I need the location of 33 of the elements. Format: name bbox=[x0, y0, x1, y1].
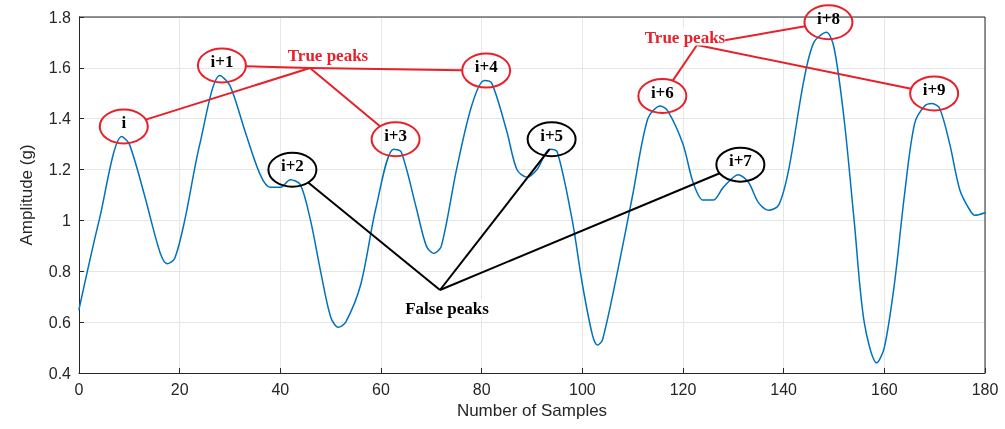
annotation: i+5 bbox=[540, 125, 564, 145]
x-tick-label: 80 bbox=[472, 380, 491, 398]
x-tick-label: 140 bbox=[770, 380, 798, 398]
annotation: i+8 bbox=[816, 8, 840, 28]
annotation: i+9 bbox=[922, 79, 946, 99]
annotation: i+1 bbox=[210, 51, 234, 71]
y-tick-label: 0.8 bbox=[48, 262, 72, 280]
annotation: i+3 bbox=[384, 125, 408, 145]
x-axis-title: Number of Samples bbox=[456, 400, 608, 420]
annotation: i+4 bbox=[474, 57, 499, 77]
x-tick-label: 20 bbox=[170, 380, 189, 398]
annotation: i bbox=[121, 113, 127, 133]
y-tick-label: 0.6 bbox=[48, 313, 72, 331]
annotation: True peaks bbox=[287, 45, 369, 65]
x-tick-label: 0 bbox=[74, 380, 84, 398]
y-tick-label: 1.2 bbox=[48, 161, 72, 179]
annotation: i+2 bbox=[280, 156, 304, 176]
x-tick-label: 160 bbox=[870, 380, 898, 398]
x-tick-label: 60 bbox=[372, 380, 390, 398]
x-tick-label: 180 bbox=[971, 380, 999, 398]
annotation: i+6 bbox=[650, 82, 674, 102]
y-axis-title: Amplitude (g) bbox=[17, 144, 36, 246]
y-tick-label: 1 bbox=[62, 211, 72, 229]
x-tick-label: 120 bbox=[669, 380, 697, 398]
annotation: False peaks bbox=[405, 298, 490, 318]
y-tick-label: 0.4 bbox=[48, 364, 72, 382]
y-tick-label: 1.8 bbox=[48, 8, 72, 26]
y-tick-label: 1.6 bbox=[48, 59, 72, 77]
x-tick-label: 100 bbox=[568, 380, 596, 398]
y-tick-label: 1.4 bbox=[48, 110, 72, 128]
annotation: True peaks bbox=[644, 27, 726, 47]
annotation: i+7 bbox=[728, 151, 753, 171]
x-tick-label: 40 bbox=[271, 380, 290, 398]
